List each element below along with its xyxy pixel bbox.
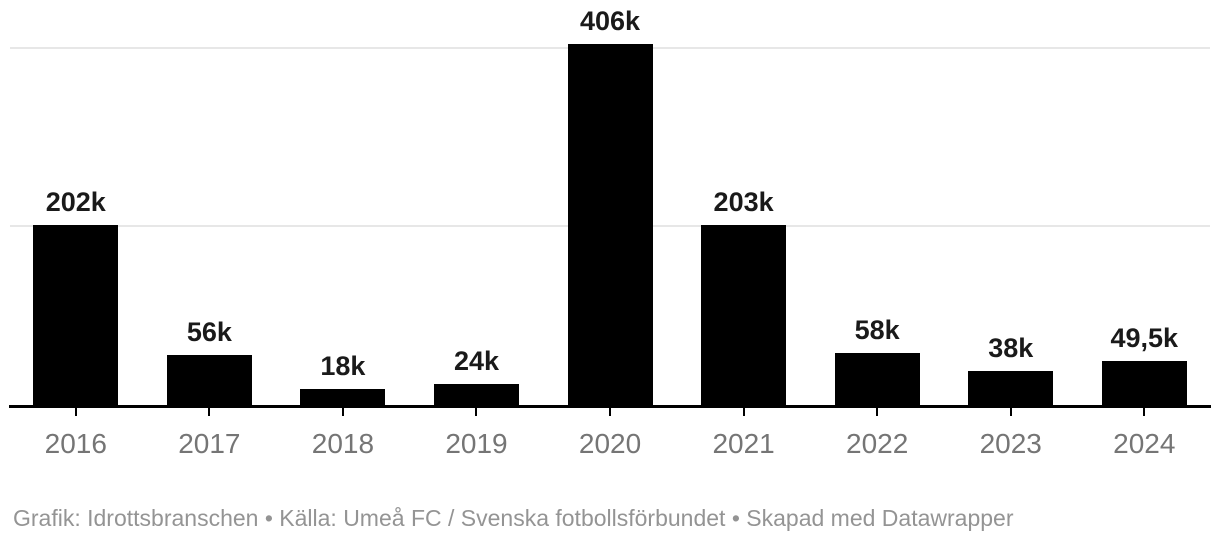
x-axis-label-2019: 2019 [445,428,508,459]
axis-tick [876,408,879,416]
bar [834,353,920,405]
x-axis-label-2021: 2021 [712,428,775,459]
value-label: 18k [320,351,366,381]
bar-column-2024: 49,5k [1078,0,1212,405]
bar-column-2021: 203k [677,0,811,405]
x-axis-ticks [9,408,1211,416]
value-label: 24k [453,345,499,376]
bar-column-2020: 406k [543,0,677,405]
x-axis-label-2022: 2022 [846,428,909,459]
x-axis-label-2023: 2023 [979,428,1042,459]
axis-tick [742,408,745,416]
plot-area: 202k 56k 18k 24k 406k 203k 58k 38k 49,5k [9,0,1211,408]
axis-tick [74,408,77,416]
value-label: 202k [45,187,106,218]
tick-cell [9,408,143,416]
axis-tick [609,408,612,416]
bar-column-2016: 202k [9,0,143,405]
bar-columns: 202k 56k 18k 24k 406k 203k 58k 38k 49,5k [9,0,1211,405]
value-label: 406k [579,6,641,37]
axis-tick [341,408,344,416]
value-label: 49,5k [1110,323,1179,353]
bar-column-2019: 24k [410,0,544,405]
x-axis-label-2018: 2018 [311,428,375,459]
bar [166,355,252,405]
tick-cell [810,408,944,416]
axis-tick [1009,408,1012,416]
bar [968,371,1054,405]
tick-cell [677,408,811,416]
tick-cell [143,408,277,416]
bar [701,224,787,405]
bar [33,225,119,405]
x-axis-label-2024: 2024 [1113,428,1176,459]
axis-tick [475,408,478,416]
tick-cell [543,408,677,416]
bar [567,44,653,405]
bar [1101,361,1187,405]
axis-tick [208,408,211,416]
bar-column-2017: 56k [143,0,277,405]
x-axis-labels: 2016 2017 2018 2019 2020 2021 2022 2023 2024 [9,427,1211,460]
x-axis-label-2020: 2020 [578,428,642,459]
bar-column-2022: 58k [810,0,944,405]
tick-cell [276,408,410,416]
tick-cell [410,408,544,416]
tick-cell [944,408,1078,416]
value-label: 56k [186,317,232,348]
axis-tick [1143,408,1146,416]
bar-column-2023: 38k [944,0,1078,405]
bar-column-2018: 18k [276,0,410,405]
value-label: 203k [713,186,774,217]
tick-cell [1078,408,1212,416]
bar [433,383,519,405]
value-label: 38k [988,333,1034,364]
x-axis-label-2016: 2016 [44,428,107,459]
value-label: 58k [854,315,900,346]
x-axis-label-2017: 2017 [178,428,241,459]
bar [300,389,386,405]
attribution-footer: Grafik: Idrottsbranschen • Källa: Umeå F… [13,505,1014,531]
